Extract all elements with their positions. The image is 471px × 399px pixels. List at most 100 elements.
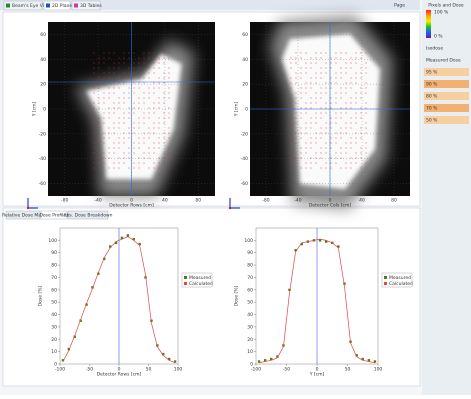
detector-dot xyxy=(306,103,307,104)
detector-dot xyxy=(169,73,170,74)
y-tick-label: 40 xyxy=(242,57,248,63)
detector-dot xyxy=(159,118,160,119)
detector-dot xyxy=(341,133,342,134)
detector-dot xyxy=(144,103,145,104)
x-tick-label: -40 xyxy=(94,198,101,204)
detector-dot xyxy=(169,133,170,134)
detector-dot xyxy=(346,53,347,54)
detector-dot xyxy=(104,63,105,64)
detector-dot xyxy=(321,113,322,114)
sidebar-item: 80 % xyxy=(426,94,438,100)
y-tick-label: 80 xyxy=(51,263,57,269)
x-axis-label: Y [cm] xyxy=(309,372,325,378)
detector-dot xyxy=(99,163,100,164)
detector-dot xyxy=(291,68,292,69)
detector-dot xyxy=(346,128,347,129)
detector-dot xyxy=(144,53,145,54)
detector-dot xyxy=(306,143,307,144)
detector-dot xyxy=(169,53,170,54)
detector-dot xyxy=(109,78,110,79)
detector-dot xyxy=(104,138,105,139)
detector-dot xyxy=(114,93,115,94)
x-tick-label: -50 xyxy=(86,367,93,373)
detector-dot xyxy=(336,153,337,154)
detector-dot xyxy=(129,93,130,94)
detector-dot xyxy=(326,168,327,169)
detector-dot xyxy=(366,148,367,149)
tab-icon xyxy=(6,4,10,8)
detector-dot xyxy=(139,88,140,89)
detector-dot xyxy=(346,103,347,104)
detector-dot xyxy=(154,108,155,109)
detector-dot xyxy=(149,93,150,94)
detector-dot xyxy=(139,123,140,124)
detector-dot xyxy=(159,143,160,144)
detector-dot xyxy=(144,133,145,134)
detector-dot xyxy=(134,63,135,64)
detector-dot xyxy=(341,118,342,119)
detector-dot xyxy=(159,148,160,149)
detector-dot xyxy=(94,83,95,84)
detector-dot xyxy=(311,128,312,129)
detector-dot xyxy=(291,148,292,149)
detector-dot xyxy=(296,63,297,64)
detector-dot xyxy=(159,98,160,99)
detector-dot xyxy=(124,158,125,159)
y-tick-label: 40 xyxy=(40,57,46,63)
orientation-origin xyxy=(27,207,29,209)
detector-dot xyxy=(154,168,155,169)
detector-dot xyxy=(306,163,307,164)
detector-dot xyxy=(301,78,302,79)
detector-dot xyxy=(346,113,347,114)
detector-dot xyxy=(164,63,165,64)
detector-dot xyxy=(114,103,115,104)
detector-dot xyxy=(366,113,367,114)
detector-dot xyxy=(119,128,120,129)
detector-dot xyxy=(119,58,120,59)
detector-dot xyxy=(346,133,347,134)
detector-dot xyxy=(114,73,115,74)
detector-dot xyxy=(94,103,95,104)
detector-dot xyxy=(326,163,327,164)
detector-dot xyxy=(291,58,292,59)
detector-dot xyxy=(291,143,292,144)
detector-dot xyxy=(366,163,367,164)
detector-dot xyxy=(316,138,317,139)
x-axis-label: Detector Rows [cm] xyxy=(109,203,154,209)
detector-dot xyxy=(124,98,125,99)
detector-dot xyxy=(109,108,110,109)
detector-dot xyxy=(104,113,105,114)
detector-dot xyxy=(351,58,352,59)
detector-dot xyxy=(336,118,337,119)
detector-dot xyxy=(311,103,312,104)
detector-dot xyxy=(154,128,155,129)
detector-dot xyxy=(109,98,110,99)
detector-dot xyxy=(311,88,312,89)
detector-dot xyxy=(346,168,347,169)
detector-dot xyxy=(326,148,327,149)
detector-dot xyxy=(346,108,347,109)
detector-dot xyxy=(311,68,312,69)
detector-dot xyxy=(164,78,165,79)
detector-dot xyxy=(129,68,130,69)
detector-dot xyxy=(316,133,317,134)
detector-dot xyxy=(331,88,332,89)
detector-dot xyxy=(356,118,357,119)
detector-dot xyxy=(104,153,105,154)
detector-dot xyxy=(129,133,130,134)
x-tick-label: -50 xyxy=(283,367,290,373)
detector-dot xyxy=(114,163,115,164)
detector-dot xyxy=(109,128,110,129)
detector-dot xyxy=(124,103,125,104)
detector-dot xyxy=(331,158,332,159)
detector-dot xyxy=(129,78,130,79)
detector-dot xyxy=(129,88,130,89)
detector-dot xyxy=(104,143,105,144)
detector-dot xyxy=(104,158,105,159)
detector-dot xyxy=(124,163,125,164)
detector-dot xyxy=(144,143,145,144)
detector-dot xyxy=(361,158,362,159)
detector-dot xyxy=(164,133,165,134)
detector-dot xyxy=(139,158,140,159)
detector-dot xyxy=(104,103,105,104)
